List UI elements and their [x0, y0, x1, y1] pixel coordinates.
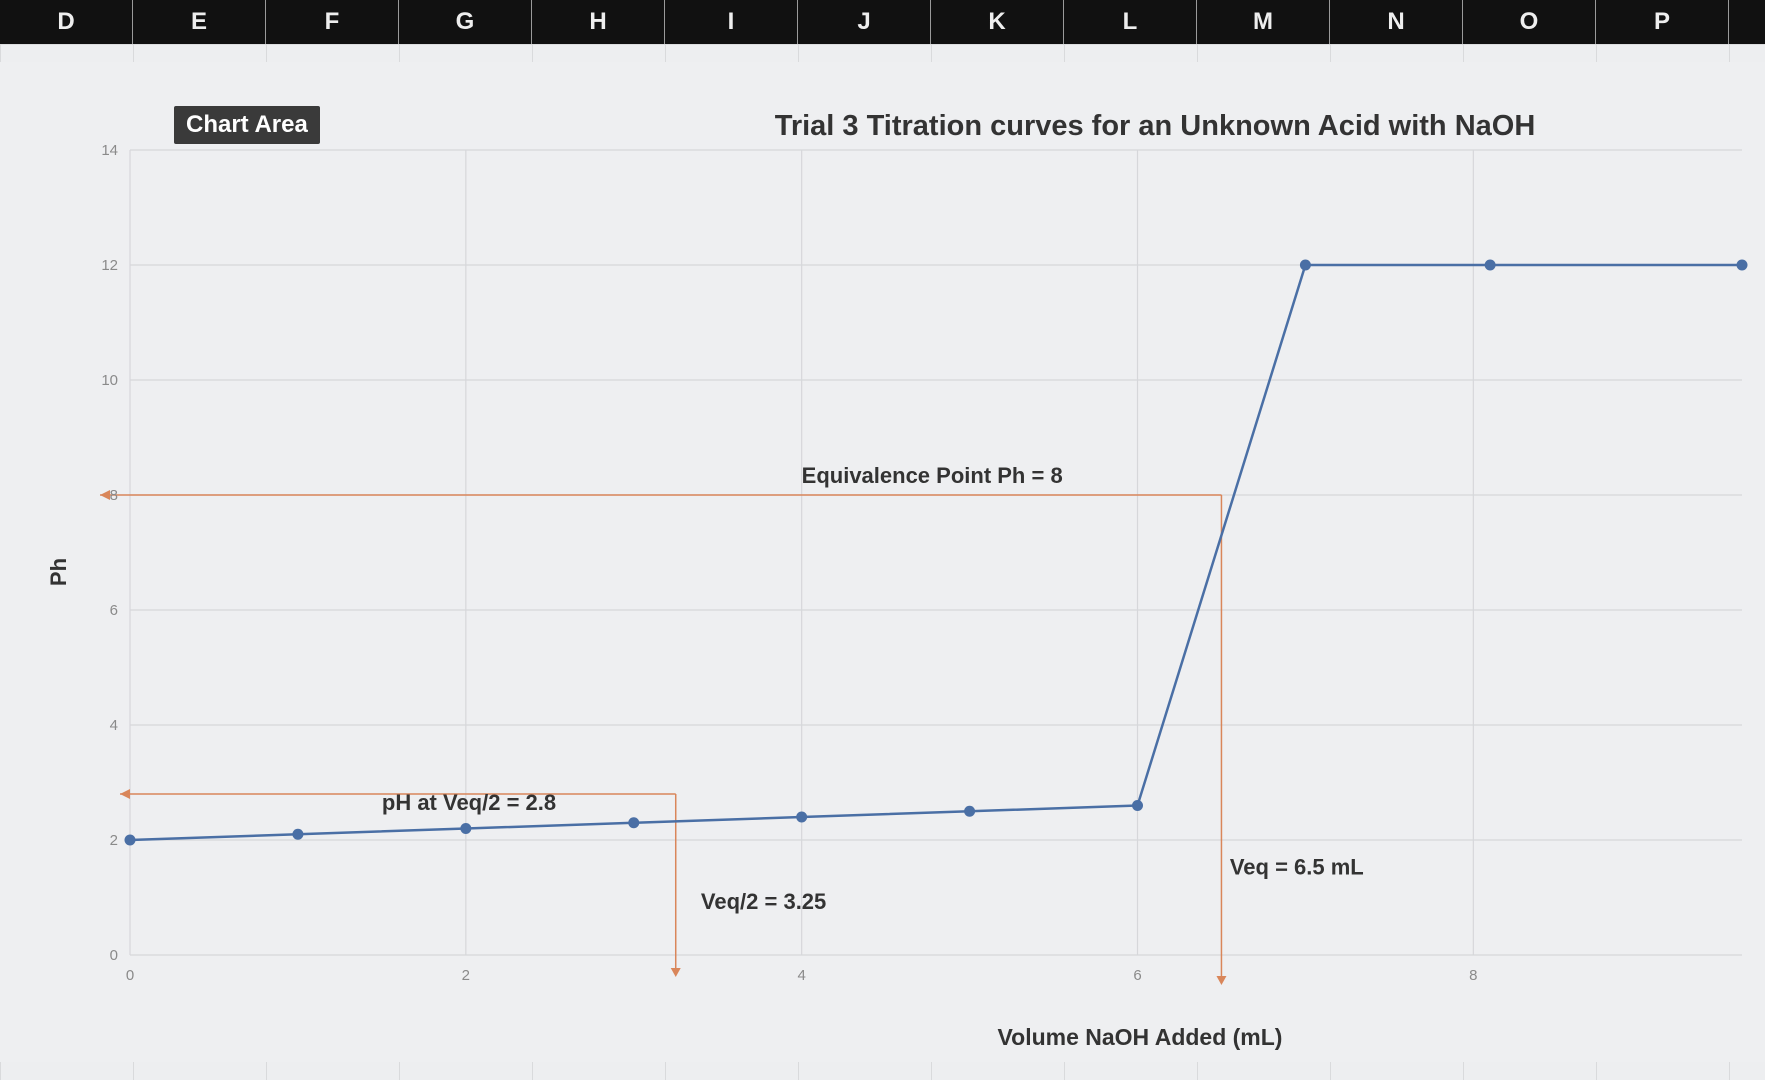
- x-tick-label: 2: [462, 967, 470, 984]
- column-header-j[interactable]: J: [798, 0, 931, 44]
- column-header-k[interactable]: K: [931, 0, 1064, 44]
- data-series[interactable]: [124, 259, 1748, 846]
- series-line[interactable]: [129, 263, 1742, 842]
- arrowhead: [120, 789, 130, 799]
- axis-ticks: 0 2 4 6 8 10 12 14 0 2 4 6 8: [101, 142, 1477, 984]
- data-point[interactable]: [1132, 800, 1143, 811]
- column-header-i[interactable]: I: [665, 0, 798, 44]
- x-tick-label: 8: [1469, 967, 1477, 984]
- data-point[interactable]: [292, 828, 304, 840]
- column-header-h[interactable]: H: [532, 0, 665, 44]
- column-header-p[interactable]: P: [1596, 0, 1729, 44]
- reference-label: Equivalence Point Ph = 8: [802, 463, 1063, 488]
- column-header-f[interactable]: F: [266, 0, 399, 44]
- reference-labels: Equivalence Point Ph = 8 pH at Veq/2 = 2.…: [382, 463, 1364, 914]
- reference-label: Veq/2 = 3.25: [701, 889, 826, 914]
- y-tick-label: 6: [110, 602, 118, 619]
- x-axis-label[interactable]: Volume NaOH Added (mL): [998, 1024, 1283, 1050]
- data-point[interactable]: [460, 823, 472, 834]
- reference-label: Veq = 6.5 mL: [1230, 855, 1364, 880]
- y-tick-label: 2: [110, 832, 118, 849]
- y-tick-label: 10: [101, 372, 118, 389]
- y-tick-label: 12: [101, 257, 118, 274]
- column-header-m[interactable]: M: [1197, 0, 1330, 44]
- x-tick-label: 0: [126, 967, 134, 984]
- data-point[interactable]: [1736, 259, 1748, 271]
- column-header-l[interactable]: L: [1064, 0, 1197, 44]
- data-point[interactable]: [1299, 259, 1311, 271]
- data-point[interactable]: [796, 811, 808, 823]
- column-header-n[interactable]: N: [1330, 0, 1463, 44]
- chart-title[interactable]: Trial 3 Titration curves for an Unknown …: [775, 110, 1536, 142]
- column-header-g[interactable]: G: [399, 0, 532, 44]
- x-tick-label: 4: [797, 967, 805, 984]
- chart-area[interactable]: [0, 62, 1765, 1062]
- column-header-d[interactable]: D: [0, 0, 133, 44]
- column-header-o[interactable]: O: [1463, 0, 1596, 44]
- reference-label: pH at Veq/2 = 2.8: [382, 790, 556, 815]
- y-tick-label: 14: [101, 142, 118, 159]
- chart-area-tooltip: Chart Area: [174, 106, 320, 144]
- arrowhead: [1216, 976, 1227, 985]
- y-tick-label: 0: [110, 947, 118, 964]
- data-point[interactable]: [628, 817, 640, 829]
- x-tick-label: 6: [1133, 967, 1141, 984]
- arrowhead: [670, 968, 681, 977]
- column-header-e[interactable]: E: [133, 0, 266, 44]
- data-point[interactable]: [1484, 259, 1496, 271]
- y-tick-label: 4: [110, 717, 118, 734]
- data-point[interactable]: [124, 834, 136, 846]
- data-point[interactable]: [964, 805, 976, 817]
- y-axis-label[interactable]: Ph: [46, 558, 71, 586]
- y-tick-label: 8: [110, 487, 118, 504]
- arrowhead: [100, 490, 110, 500]
- grid-lines: [129, 149, 1742, 956]
- reference-lines: [100, 490, 1227, 985]
